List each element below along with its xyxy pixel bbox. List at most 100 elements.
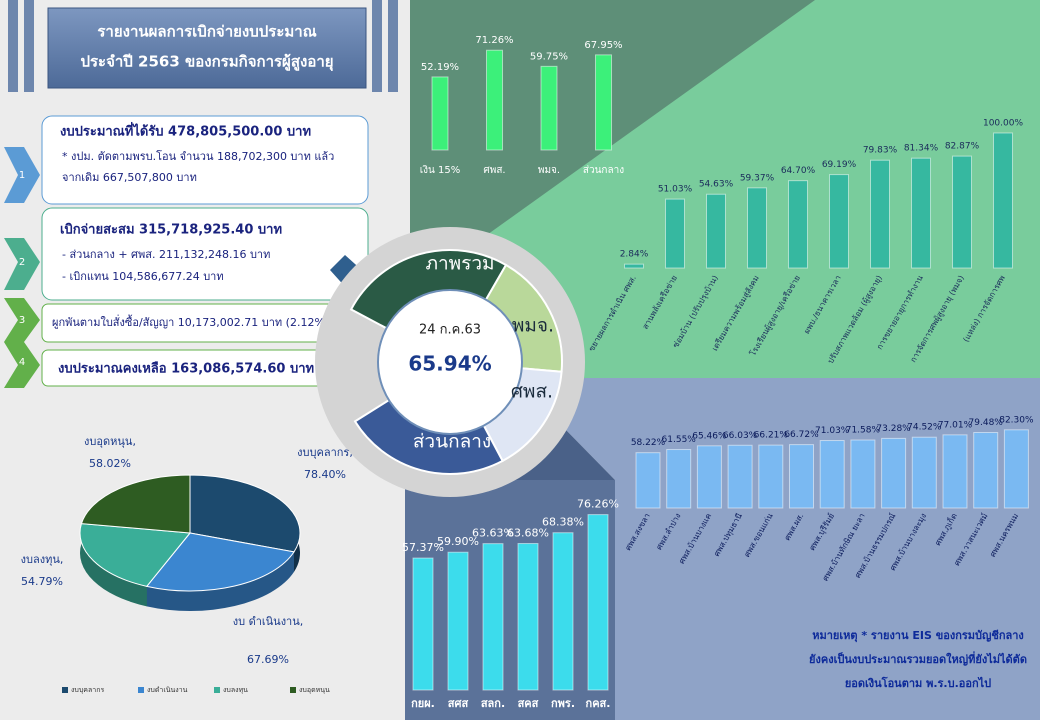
value-label: 66.03% [723, 431, 758, 441]
pie-slice [80, 474, 191, 534]
value-label: 65.46% [692, 431, 727, 441]
value-label: 63.68% [507, 527, 549, 540]
bar [587, 514, 609, 691]
value-label: 71.26% [475, 35, 513, 46]
bar [412, 557, 434, 691]
value-label: 82.30% [999, 415, 1034, 425]
summary-line: จากเดิม 667,507,800 บาท [62, 171, 197, 184]
category-label: พมจ. [538, 165, 560, 176]
bar [819, 440, 845, 509]
summary-line: เบิกจ่ายสะสม 315,718,925.40 บาท [60, 223, 282, 238]
bar [482, 543, 504, 691]
value-label: 76.26% [577, 498, 619, 511]
note-line: หมายเหตุ * รายงาน EIS ของกรมบัญชีกลาง [812, 629, 1024, 643]
summary-box [41, 207, 369, 301]
legend-label: งบดำเนินงาน [147, 686, 188, 694]
value-label: 59.37% [740, 173, 775, 183]
category-label: สลก. [481, 697, 505, 710]
value-label: 2.84% [620, 250, 649, 260]
value-label: 66.72% [784, 430, 819, 440]
value-label: 58.22% [631, 438, 666, 448]
bar [540, 65, 558, 151]
summary-line: ผูกพันตามใบสั่งซื้อ/สัญญา 10,173,002.71 … [52, 314, 329, 329]
slice-label: งบอุดหนุน, [84, 435, 136, 448]
legend-label: งบอุดหนุน [299, 686, 330, 694]
decor-bar [8, 0, 18, 92]
segment-label: ส่วนกลาง [413, 431, 491, 453]
step-chevron [4, 298, 40, 342]
bar [696, 445, 722, 509]
header-subtitle: ประจำปี 2563 ของกรมกิจการผู้สูงอายุ [80, 53, 333, 72]
slice-label: งบ ดำเนินงาน, [233, 615, 304, 628]
step-number: 1 [19, 170, 25, 181]
bar [447, 551, 469, 691]
bar [870, 159, 890, 269]
slice-label: งบบุคลากร, [297, 446, 353, 459]
step-chevron [4, 147, 40, 203]
legend-swatch [290, 687, 296, 693]
value-label: 71.03% [815, 426, 850, 436]
bar [911, 157, 931, 269]
legend-swatch [62, 687, 68, 693]
category-label: สคส [518, 697, 539, 710]
bar [431, 76, 449, 151]
bar [624, 263, 644, 269]
segment-label: ศพส. [511, 381, 553, 403]
bar [706, 193, 726, 269]
value-label: 59.75% [530, 51, 568, 62]
decor-bar [372, 0, 382, 92]
step-number: 3 [19, 315, 25, 326]
header-title: รายงานผลการเบิกจ่ายงบประมาณ [97, 23, 316, 41]
slice-value: 78.40% [304, 468, 346, 481]
value-label: 66.21% [754, 431, 789, 441]
panel-top-right [410, 0, 1040, 378]
bar [789, 444, 814, 509]
category-label: เงิน 15% [420, 165, 461, 176]
category-label: กพร. [551, 697, 575, 710]
bar [942, 434, 968, 509]
value-label: 64.70% [781, 166, 816, 176]
note-line: ยอดเงินโอนตาม พ.ร.บ.ออกไป [845, 676, 991, 690]
value-label: 59.90% [437, 535, 479, 548]
pie-slice [189, 474, 301, 553]
bar [911, 436, 937, 509]
value-label: 63.63% [472, 527, 514, 540]
legend-swatch [138, 687, 144, 693]
note-line: ยังคงเป็นงบประมาณรวมยอดใหญ่ที่ยังไม่ได้ต… [809, 651, 1027, 666]
bar [973, 431, 999, 509]
legend-swatch [214, 687, 220, 693]
center-value: 65.94% [408, 352, 491, 376]
bar [952, 155, 972, 269]
category-label: ส่วนกลาง [583, 165, 624, 176]
value-label: 100.00% [983, 119, 1023, 129]
slice-value: 67.69% [247, 653, 289, 666]
bar [747, 187, 767, 269]
category-label: ศพส. [483, 165, 505, 176]
summary-line: งบประมาณคงเหลือ 163,086,574.60 บาท [58, 361, 314, 377]
bar [993, 132, 1013, 269]
value-label: 74.52% [907, 423, 942, 433]
center-date: 24 ก.ค.63 [419, 323, 481, 338]
legend-label: งบบุคลากร [71, 686, 104, 694]
header-box [47, 7, 367, 89]
bar [665, 198, 685, 269]
bar [727, 444, 753, 509]
summary-box [41, 115, 369, 205]
summary-line: งบประมาณที่ได้รับ 478,805,500.00 บาท [60, 122, 311, 140]
pie-slice [145, 532, 295, 592]
value-label: 81.34% [904, 144, 939, 154]
category-label: กยผ. [411, 697, 435, 710]
bar [1003, 429, 1029, 509]
bar [595, 54, 612, 151]
step-number: 4 [19, 357, 25, 368]
value-label: 79.48% [969, 418, 1004, 428]
slice-value: 54.79% [21, 575, 63, 588]
summary-line: - เบิกแทน 104,586,677.24 บาท [62, 270, 224, 283]
value-label: 71.58% [846, 425, 881, 435]
segment-label: พมจ. [512, 315, 554, 337]
value-label: 52.19% [421, 62, 459, 73]
value-label: 79.83% [863, 146, 898, 156]
slice-value: 58.02% [89, 457, 131, 470]
